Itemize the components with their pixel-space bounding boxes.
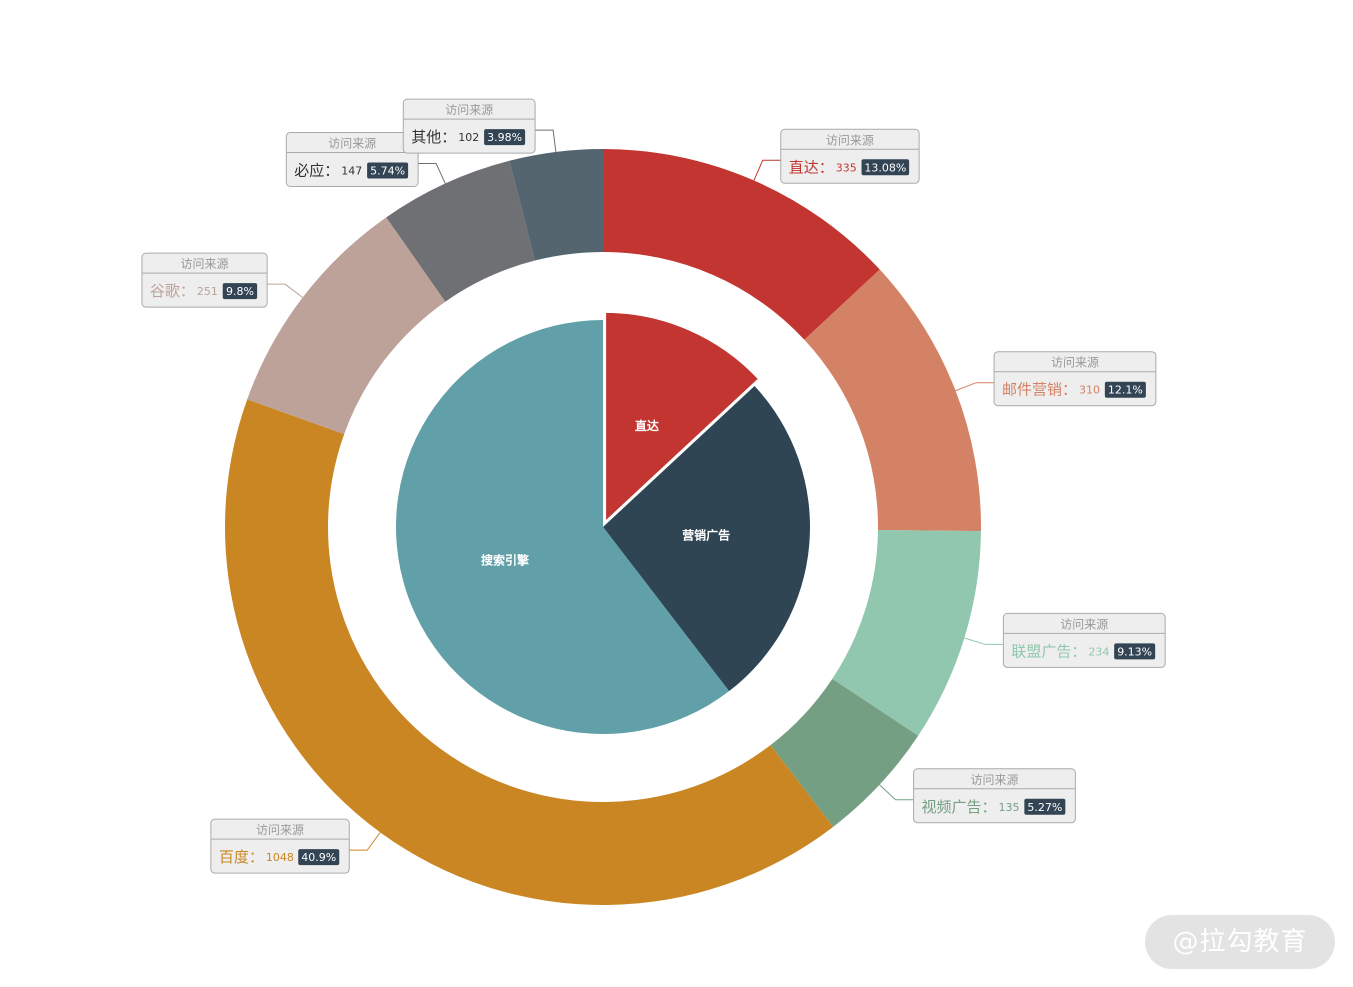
callout-percent-4: 40.9% [301,851,336,864]
callout-percent-6: 5.74% [370,164,405,177]
outer-slice-5[interactable] [247,217,446,435]
callout-value-4: 1048 [266,851,294,864]
callout-percent-badge-6 [367,162,409,179]
leader-line-1 [955,382,995,392]
callout-percent-badge-2 [1114,643,1156,660]
leader-line-2 [964,637,1004,645]
leader-line-0 [753,159,781,181]
callout-series-name-7: 访问来源 [445,103,493,117]
callout-series-name-1: 访问来源 [1051,356,1099,370]
outer-slice-1[interactable] [804,269,982,532]
inner-slice-0[interactable] [603,309,762,527]
callout-name-7: 其他： [411,128,456,146]
callout-name-3: 视频广告： [922,798,997,816]
callout-percent-badge-7 [484,129,526,146]
callout-value-1: 310 [1079,384,1100,397]
callout-name-5: 谷歌： [150,282,195,300]
callout-value-2: 234 [1088,645,1109,658]
callout-percent-2: 9.13% [1117,645,1152,658]
inner-slice-1[interactable] [603,386,810,692]
callout-percent-0: 13.08% [864,161,906,174]
callout-name-2: 联盟广告： [1011,642,1086,660]
callout-percent-badge-1 [1104,381,1146,398]
outer-slice-0[interactable] [603,149,880,340]
leader-line-7 [535,129,557,153]
callout-percent-5: 9.8% [226,285,254,298]
callout-value-5: 251 [197,285,218,298]
leader-lines [267,129,1004,851]
callout-series-name-4: 访问来源 [256,823,304,837]
inner-label-2: 搜索引擎 [481,552,529,567]
outer-slice-3[interactable] [770,678,919,827]
callout-name-1: 邮件营销： [1002,381,1077,399]
inner-slice-2[interactable] [395,320,730,734]
outer-slice-4[interactable] [225,399,834,905]
callout-name-0: 直达： [789,158,834,176]
callout-name-4: 百度： [219,848,264,866]
inner-label-1: 营销广告 [682,528,730,543]
callout-value-3: 135 [999,801,1020,814]
callout-percent-1: 12.1% [1108,384,1143,397]
watermark: @拉勾教育 [1145,915,1335,969]
outer-slice-2[interactable] [832,530,981,736]
callout-value-7: 102 [458,131,479,144]
callout-series-name-3: 访问来源 [970,773,1018,787]
callout-name-6: 必应： [294,161,339,179]
callout-series-name-2: 访问来源 [1060,617,1108,631]
outer-slice-7[interactable] [509,149,603,261]
callout-percent-badge-4 [298,849,340,866]
outer-slice-6[interactable] [386,160,535,302]
callout-percent-3: 5.27% [1027,801,1062,814]
leader-line-5 [267,283,303,298]
leader-line-4 [349,832,381,851]
inner-label-0: 直达 [635,418,659,433]
callout-percent-badge-5 [222,283,258,300]
callout-series-name-6: 访问来源 [328,136,376,150]
callout-percent-badge-3 [1024,798,1066,815]
outer-ring [225,149,982,905]
callout-series-name-5: 访问来源 [181,257,229,271]
callout-percent-7: 3.98% [487,131,522,144]
leader-line-6 [418,162,446,184]
callout-series-name-0: 访问来源 [826,133,874,147]
callout-value-6: 147 [341,164,362,177]
callout-value-0: 335 [836,161,857,174]
leader-line-3 [879,784,914,801]
callout-percent-badge-0 [861,159,910,176]
